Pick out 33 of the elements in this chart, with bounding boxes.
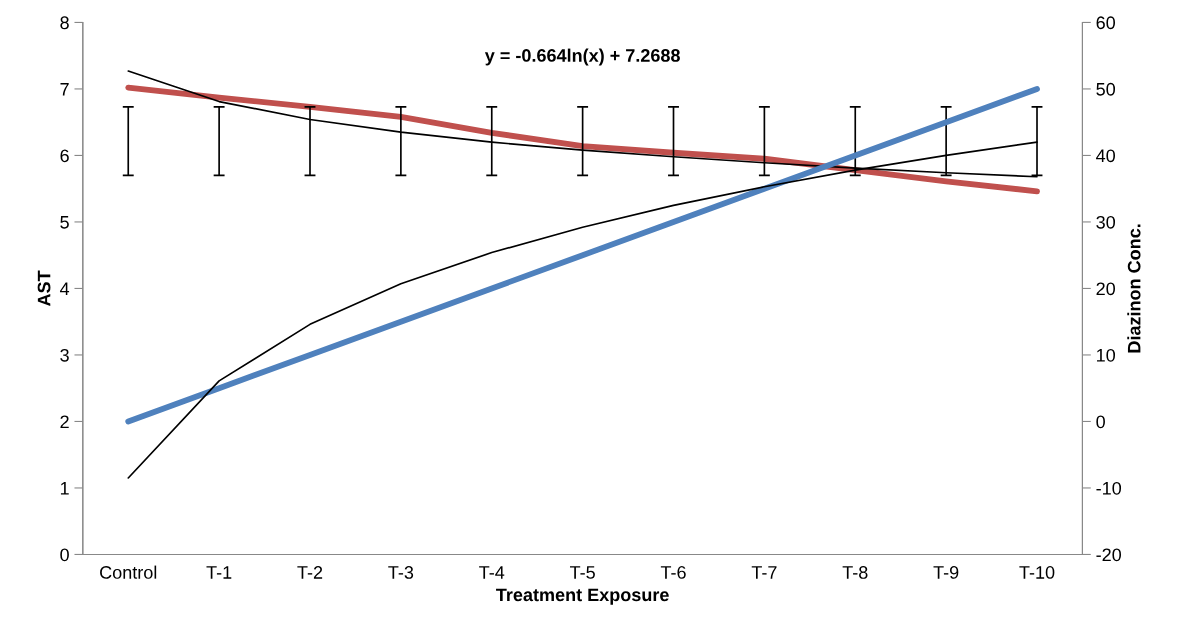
y2-tick-label: 60 — [1096, 16, 1116, 30]
y-axis-title: AST — [37, 270, 51, 307]
y2-tick-label: 50 — [1096, 82, 1116, 96]
x-tick-label: T-8 — [842, 566, 868, 579]
y-tick-label: 1 — [60, 482, 69, 495]
y-tick-label: 5 — [60, 216, 69, 229]
x-tick-label: T-4 — [479, 566, 505, 579]
y2-tick-label: 20 — [1096, 282, 1116, 296]
y2-tick-label: 30 — [1096, 215, 1116, 229]
y2-axis-title: Diazinon Conc. — [1127, 224, 1141, 353]
y-tick-label: 8 — [60, 16, 69, 30]
x-tick-label: T-9 — [933, 566, 959, 579]
y-tick-label: 3 — [60, 348, 69, 362]
y2-tick-label: -10 — [1096, 481, 1122, 495]
y2-tick-label: 40 — [1096, 149, 1116, 163]
y-tick-label: 7 — [60, 83, 69, 96]
x-axis-title: Treatment Exposure — [496, 588, 669, 605]
x-tick-label: T-6 — [660, 566, 686, 579]
x-tick-label: T-1 — [206, 566, 232, 579]
y-tick-label: 2 — [60, 415, 69, 428]
x-tick-label: T-5 — [569, 566, 595, 579]
y2-tick-label: -20 — [1096, 548, 1122, 562]
x-tick-label: Control — [100, 565, 157, 579]
y2-tick-label: 0 — [1096, 415, 1105, 429]
x-tick-label: T-7 — [751, 566, 777, 579]
annotation: y = -0.664ln(x) + 7.2688 — [484, 48, 680, 66]
y-tick-label: 6 — [60, 149, 69, 163]
x-tick-label: T-3 — [388, 566, 414, 579]
y2-tick-label: 10 — [1097, 348, 1116, 362]
y-tick-label: 0 — [60, 548, 69, 562]
x-tick-label: T-2 — [297, 566, 323, 579]
x-tick-label: T-10 — [1019, 566, 1055, 579]
y-tick-label: 4 — [59, 282, 70, 295]
